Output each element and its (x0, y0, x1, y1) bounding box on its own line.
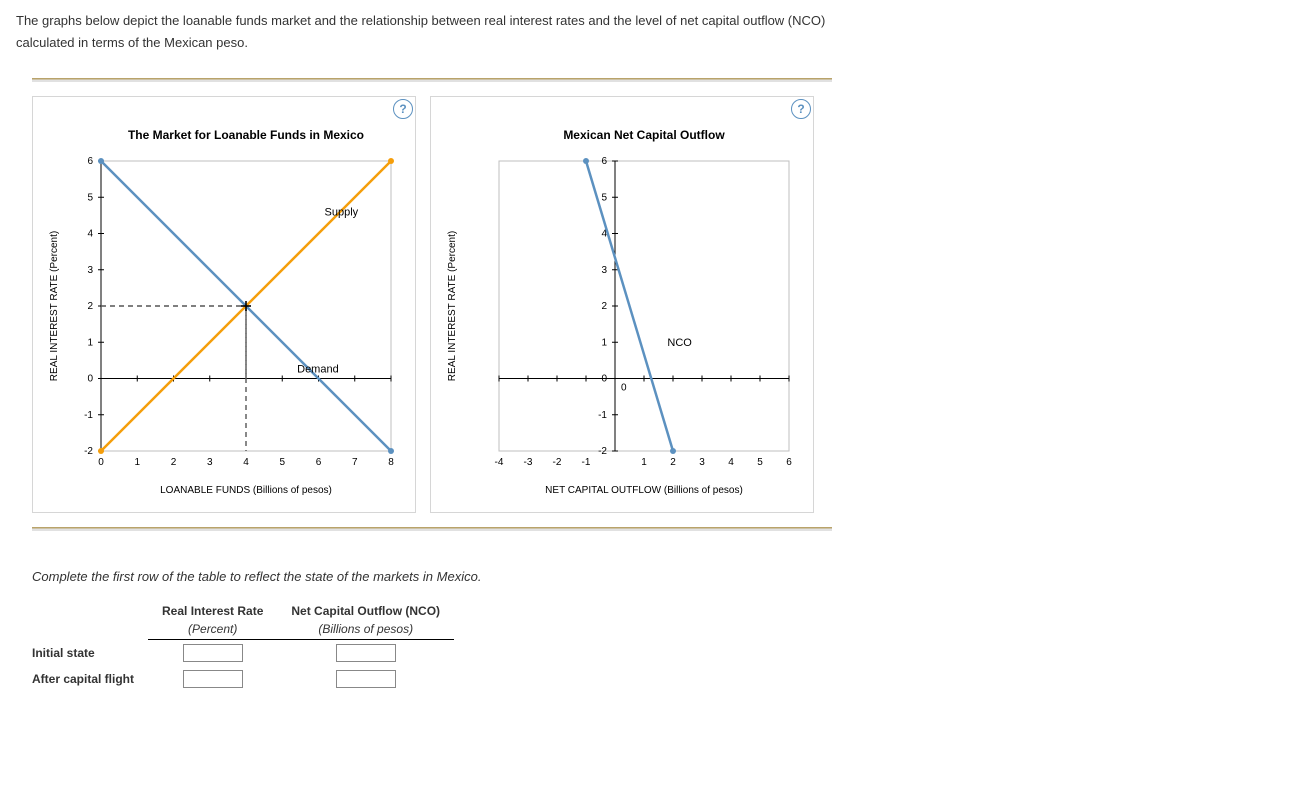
svg-text:7: 7 (352, 457, 358, 468)
svg-text:-3: -3 (524, 457, 533, 468)
chart-panel-loanable-funds: ? The Market for Loanable Funds in Mexic… (32, 96, 416, 513)
prompt-text: Complete the first row of the table to r… (32, 569, 1289, 584)
svg-text:Mexican Net Capital Outflow: Mexican Net Capital Outflow (563, 128, 725, 142)
svg-text:-2: -2 (84, 446, 93, 457)
input-initial-rate[interactable] (183, 644, 243, 662)
col-sub-rate: (Percent) (148, 620, 277, 640)
input-after-rate[interactable] (183, 670, 243, 688)
input-after-nco[interactable] (336, 670, 396, 688)
chart-panel-nco: ? Mexican Net Capital Outflow -4 -3 -2 -1 1 2 3… (430, 96, 814, 513)
row-label-initial: Initial state (32, 640, 148, 667)
svg-text:-4: -4 (495, 457, 504, 468)
input-initial-nco[interactable] (336, 644, 396, 662)
svg-text:2: 2 (670, 457, 676, 468)
svg-text:Demand: Demand (297, 364, 339, 376)
answer-table: Real Interest Rate Net Capital Outflow (… (32, 602, 454, 692)
svg-text:2: 2 (601, 301, 607, 312)
divider-top (32, 78, 832, 82)
svg-text:0: 0 (601, 374, 607, 385)
svg-text:4: 4 (87, 229, 93, 240)
svg-text:REAL INTEREST RATE (Percent): REAL INTEREST RATE (Percent) (447, 231, 458, 381)
svg-text:The Market for Loanable Funds: The Market for Loanable Funds in Mexico (128, 128, 364, 142)
chart-nco[interactable]: Mexican Net Capital Outflow -4 -3 -2 -1 1 2 3 4 5… (437, 103, 807, 503)
svg-text:-1: -1 (84, 410, 93, 421)
svg-text:3: 3 (699, 457, 705, 468)
svg-text:4: 4 (728, 457, 734, 468)
svg-text:-1: -1 (582, 457, 591, 468)
svg-text:6: 6 (786, 457, 792, 468)
svg-text:2: 2 (87, 301, 93, 312)
svg-text:1: 1 (134, 457, 140, 468)
help-icon[interactable]: ? (791, 99, 811, 119)
svg-text:-1: -1 (598, 410, 607, 421)
svg-text:REAL INTEREST RATE (Percent): REAL INTEREST RATE (Percent) (49, 231, 60, 381)
row-label-after: After capital flight (32, 666, 148, 692)
divider-bottom (32, 527, 832, 531)
svg-text:0: 0 (98, 457, 104, 468)
svg-text:5: 5 (87, 192, 93, 203)
intro-line-1: The graphs below depict the loanable fun… (16, 13, 825, 28)
svg-text:LOANABLE FUNDS (Billions of pe: LOANABLE FUNDS (Billions of pesos) (160, 485, 332, 496)
svg-text:4: 4 (243, 457, 249, 468)
svg-text:-2: -2 (553, 457, 562, 468)
col-sub-nco: (Billions of pesos) (277, 620, 454, 640)
svg-text:0: 0 (87, 374, 93, 385)
svg-text:NET CAPITAL OUTFLOW (Billions: NET CAPITAL OUTFLOW (Billions of pesos) (545, 485, 743, 496)
svg-text:5: 5 (601, 192, 607, 203)
svg-text:3: 3 (207, 457, 213, 468)
svg-text:0: 0 (621, 383, 627, 394)
svg-text:Supply: Supply (325, 207, 359, 219)
svg-text:8: 8 (388, 457, 394, 468)
svg-text:5: 5 (757, 457, 763, 468)
intro-text: The graphs below depict the loanable fun… (16, 10, 1289, 54)
svg-text:6: 6 (601, 156, 607, 167)
chart-loanable-funds[interactable]: The Market for Loanable Funds in Mexico 0… (39, 103, 409, 503)
svg-text:NCO: NCO (667, 337, 692, 349)
svg-text:1: 1 (641, 457, 647, 468)
svg-text:3: 3 (87, 265, 93, 276)
svg-text:1: 1 (601, 337, 607, 348)
col-header-rate: Real Interest Rate (148, 602, 277, 620)
intro-line-2: calculated in terms of the Mexican peso. (16, 35, 248, 50)
svg-text:6: 6 (316, 457, 322, 468)
col-header-nco: Net Capital Outflow (NCO) (277, 602, 454, 620)
svg-text:5: 5 (279, 457, 285, 468)
svg-text:6: 6 (87, 156, 93, 167)
charts-row: ? The Market for Loanable Funds in Mexic… (32, 96, 1289, 513)
svg-text:-2: -2 (598, 446, 607, 457)
svg-text:2: 2 (171, 457, 177, 468)
help-icon[interactable]: ? (393, 99, 413, 119)
svg-text:1: 1 (87, 337, 93, 348)
svg-text:3: 3 (601, 265, 607, 276)
